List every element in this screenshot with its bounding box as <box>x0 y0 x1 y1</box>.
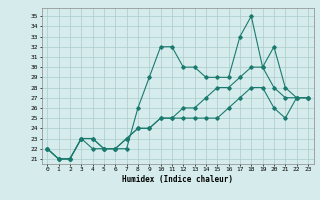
X-axis label: Humidex (Indice chaleur): Humidex (Indice chaleur) <box>122 175 233 184</box>
